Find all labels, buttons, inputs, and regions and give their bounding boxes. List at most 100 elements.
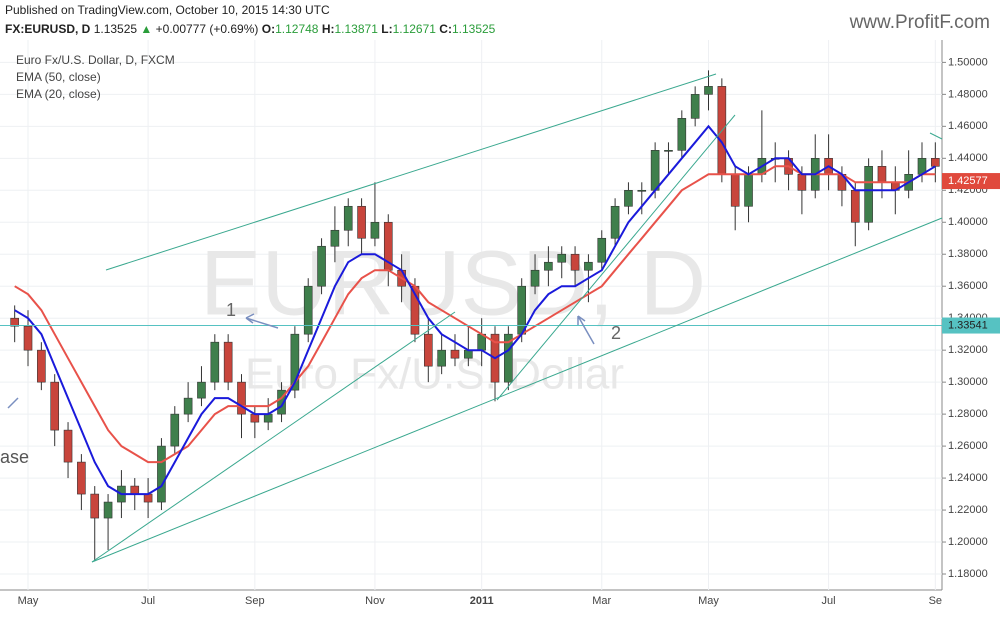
trend-line: [91, 217, 943, 563]
x-tick-label: Sep: [245, 595, 265, 607]
candle-body: [237, 381, 246, 415]
candle-body: [437, 349, 446, 367]
candle-body: [744, 174, 753, 207]
trend-line: [91, 311, 456, 563]
annotation: 2: [611, 323, 621, 343]
published-note: Published on TradingView.com, October 10…: [5, 3, 330, 17]
price-label: 1.42577: [948, 175, 988, 187]
x-tick-label: May: [698, 595, 719, 607]
candle-body: [317, 245, 326, 287]
x-tick-label: Nov: [365, 595, 385, 607]
x-tick-label: Se: [929, 595, 942, 607]
high-label: H:: [321, 22, 335, 36]
y-tick-label: 1.30000: [948, 376, 988, 388]
change: +0.00777 (+0.69%): [155, 22, 259, 36]
candle-body: [637, 189, 647, 192]
x-tick-label: Jul: [822, 595, 836, 607]
candle-body: [464, 349, 473, 359]
watermark: EURUSD, D: [200, 232, 706, 334]
candle-body: [103, 501, 113, 519]
y-tick-label: 1.28000: [948, 408, 988, 420]
ema-line: [14, 165, 936, 464]
annotation: 1: [226, 300, 236, 320]
candle-body: [303, 285, 313, 335]
candle-body: [63, 429, 73, 463]
y-tick-label: 1.38000: [948, 248, 988, 260]
arrow: [7, 397, 19, 409]
y-tick-label: 1.50000: [948, 56, 988, 68]
candle-body: [143, 493, 153, 503]
candle-body: [423, 333, 433, 367]
y-tick-label: 1.48000: [948, 88, 988, 100]
candle-body: [130, 485, 140, 495]
candle-body: [77, 461, 86, 495]
candle-body: [330, 229, 340, 247]
x-tick-label: May: [18, 595, 39, 607]
candle-body: [624, 189, 633, 207]
candle-body: [290, 333, 300, 391]
candle-body: [210, 341, 220, 383]
legend-entry: EMA (20, close): [16, 87, 101, 101]
candle-body: [850, 189, 860, 223]
symbol: FX:EURUSD, D: [5, 22, 91, 36]
candle-body: [517, 285, 527, 335]
candle-body: [37, 349, 46, 383]
low-value: 1.12671: [392, 22, 436, 36]
y-tick-label: 1.18000: [948, 568, 988, 580]
candle-body: [157, 445, 166, 503]
price-label-bg: [942, 173, 1000, 190]
close-value: 1.13525: [451, 22, 496, 36]
trend-line: [496, 114, 736, 401]
candle-body: [557, 253, 567, 263]
candle-body: [797, 174, 807, 191]
candle-body: [370, 221, 380, 239]
x-tick-label: 2011: [470, 595, 494, 607]
candle-body: [504, 333, 513, 383]
candle-body: [677, 118, 687, 151]
y-tick-label: 1.22000: [948, 504, 988, 516]
candle-body: [197, 381, 206, 399]
candle-body: [10, 317, 19, 327]
price-label-bg: [942, 317, 1000, 334]
candle-body: [610, 205, 620, 239]
y-tick-label: 1.44000: [948, 152, 988, 164]
candle-body: [597, 237, 607, 263]
candle-body: [183, 397, 193, 415]
legend-entry: EMA (50, close): [16, 70, 101, 84]
trend-line: [105, 73, 717, 271]
y-tick-label: 1.36000: [948, 280, 988, 292]
y-tick-label: 1.40000: [948, 216, 988, 228]
trend-line: [929, 132, 943, 140]
candle-body: [530, 269, 540, 287]
ema-line: [14, 124, 936, 496]
arrow: [577, 315, 595, 345]
candle-body: [570, 253, 580, 271]
last-price: 1.13525: [93, 22, 138, 36]
candle-body: [877, 166, 887, 183]
open-value: 1.12748: [275, 22, 319, 36]
close-label: C:: [439, 22, 452, 36]
y-tick-label: 1.20000: [948, 536, 988, 548]
candle-body: [730, 174, 740, 207]
open-label: O:: [261, 22, 276, 36]
candle-body: [50, 381, 60, 431]
x-tick-label: Jul: [141, 595, 155, 607]
arrow: [245, 313, 279, 329]
candle-body: [343, 205, 353, 231]
candle-body: [931, 158, 940, 167]
candle-body: [250, 413, 260, 423]
candle-body: [864, 166, 873, 223]
annotation: ase: [0, 447, 29, 467]
candle-body: [450, 349, 460, 359]
watermark-subtitle: Euro Fx/U.S. Dollar: [245, 350, 624, 399]
candle-body: [704, 86, 713, 95]
up-icon: ▲: [140, 22, 153, 36]
logo: www.ProfitF.com: [849, 12, 990, 33]
y-tick-label: 1.26000: [948, 440, 988, 452]
low-label: L:: [381, 22, 393, 36]
plot: EURUSD, D Euro Fx/U.S. Dollar: [0, 40, 942, 590]
trend-lines: [91, 73, 943, 563]
candle-body: [170, 413, 180, 447]
candle-body: [650, 150, 660, 191]
